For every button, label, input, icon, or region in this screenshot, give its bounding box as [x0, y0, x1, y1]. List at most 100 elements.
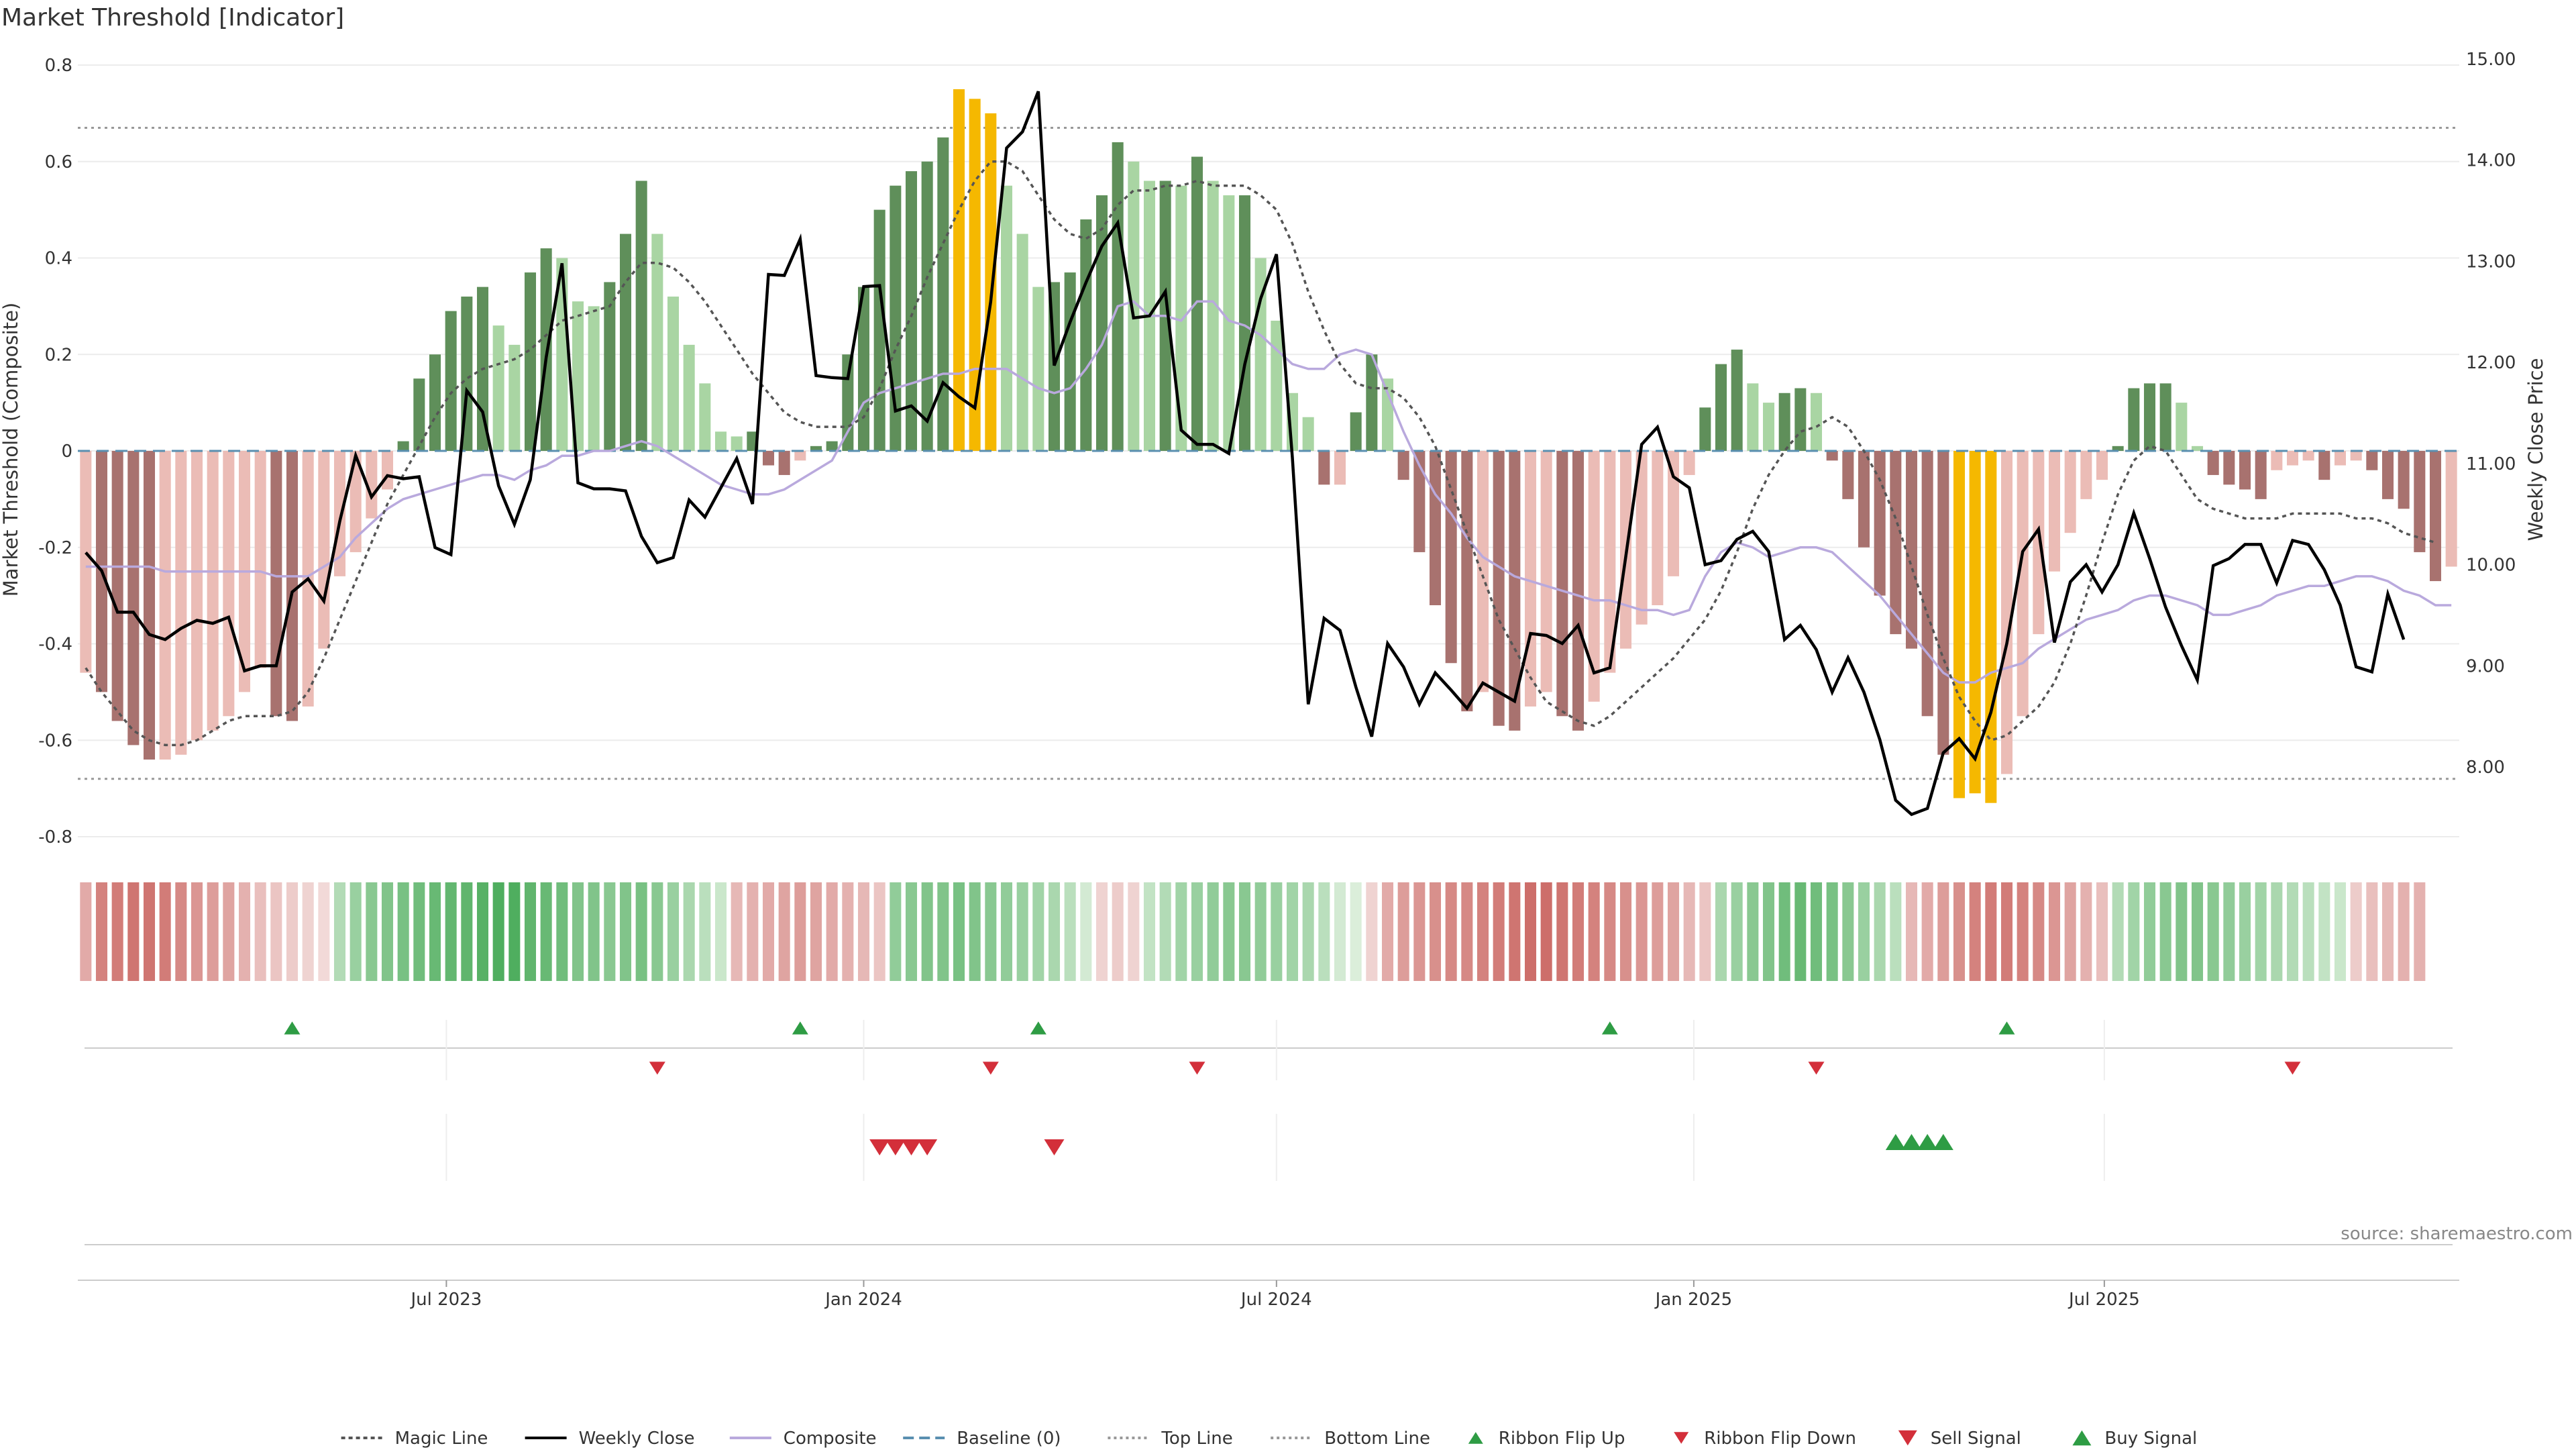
- ribbon-cell: [890, 882, 902, 981]
- legend-label: Buy Signal: [2104, 1429, 2197, 1449]
- ribbon-cell: [1652, 882, 1664, 981]
- ribbon-cell: [159, 882, 171, 981]
- ribbon-cell: [1254, 882, 1267, 981]
- composite-bar: [588, 306, 600, 451]
- ribbon-cell: [2096, 882, 2108, 981]
- ribbon-cell: [2334, 882, 2347, 981]
- composite-bar: [2366, 451, 2378, 470]
- composite-bar: [2191, 446, 2204, 451]
- composite-bar: [2429, 451, 2442, 582]
- y-left-tick-label: 0.4: [45, 249, 72, 269]
- legend-label: Baseline (0): [957, 1429, 1061, 1449]
- composite-bar: [333, 451, 346, 576]
- ribbon-cell: [2064, 882, 2076, 981]
- composite-bar: [143, 451, 156, 760]
- composite-bar: [1762, 403, 1775, 451]
- y-left-tick-label: 0.8: [45, 56, 72, 76]
- composite-bar: [1223, 195, 1235, 451]
- composite-bar: [2080, 451, 2092, 499]
- composite-bar: [2128, 388, 2140, 451]
- ribbon-cell: [747, 882, 759, 981]
- ribbon-cell: [476, 882, 489, 981]
- ribbon-strip: [80, 882, 2426, 981]
- y-right-tick-label: 9.00: [2466, 656, 2505, 676]
- y-right-tick-label: 10.00: [2466, 556, 2516, 576]
- composite-bar: [619, 234, 632, 451]
- composite-bar: [2112, 446, 2124, 451]
- composite-bar: [1493, 451, 1505, 726]
- composite-bar: [366, 451, 378, 519]
- ribbon-cell: [1509, 882, 1521, 981]
- ribbon-cell: [445, 882, 457, 981]
- composite-bar: [445, 311, 457, 451]
- ribbon-cell: [1461, 882, 1473, 981]
- composite-bar: [2033, 451, 2045, 635]
- ribbon-cell: [1604, 882, 1616, 981]
- ribbon-cell: [937, 882, 949, 981]
- composite-bar: [810, 446, 822, 451]
- ribbon-cell: [1540, 882, 1552, 981]
- composite-bar: [1747, 383, 1759, 451]
- legend-label: Bottom Line: [1324, 1429, 1430, 1449]
- composite-bar: [2223, 451, 2235, 485]
- y-left-tick-label: -0.2: [38, 538, 72, 558]
- composite-bar: [762, 451, 775, 466]
- composite-bar: [1302, 417, 1314, 451]
- composite-bar: [937, 137, 949, 451]
- ribbon-cell: [588, 882, 600, 981]
- composite-bar: [1175, 185, 1187, 451]
- ribbon-cell: [207, 882, 219, 981]
- ribbon-cell: [524, 882, 537, 981]
- ribbon-cell: [2112, 882, 2124, 981]
- composite-bar: [714, 431, 727, 451]
- ribbon-cell: [1159, 882, 1171, 981]
- composite-bar: [953, 89, 965, 451]
- ribbon-cell: [2398, 882, 2410, 981]
- ribbon-cell: [826, 882, 838, 981]
- ribbon-cell: [2176, 882, 2188, 981]
- composite-bar: [651, 234, 663, 451]
- composite-bar: [778, 451, 790, 475]
- composite-bar: [80, 451, 92, 673]
- ribbon-cell: [1000, 882, 1013, 981]
- composite-bar: [1826, 451, 1838, 461]
- legend-swatch: [1898, 1430, 1917, 1446]
- ribbon-cell: [2048, 882, 2061, 981]
- ribbon-cell: [1921, 882, 1933, 981]
- composite-bar: [1652, 451, 1664, 605]
- composite-bar: [1572, 451, 1585, 731]
- buy-signal-marker: [1901, 1134, 1922, 1150]
- ribbon-cell: [1334, 882, 1346, 981]
- ribbon-cell: [1318, 882, 1330, 981]
- composite-bar: [1461, 451, 1473, 712]
- ribbon-cell: [508, 882, 521, 981]
- composite-bar: [1016, 234, 1028, 451]
- composite-bar: [2445, 451, 2457, 567]
- composite-bar: [905, 171, 918, 451]
- ribbon-flip-down-marker: [649, 1061, 665, 1075]
- composite-bar: [2398, 451, 2410, 509]
- y-right-tick-label: 11.00: [2466, 454, 2516, 474]
- ribbon-cell: [857, 882, 870, 981]
- composite-bar: [508, 344, 521, 451]
- ribbon-cell: [1366, 882, 1378, 981]
- ribbon-cell: [604, 882, 616, 981]
- ribbon-flip-up-marker: [792, 1021, 808, 1035]
- ribbon-flip-down-marker: [1808, 1061, 1825, 1075]
- ribbon-cell: [1271, 882, 1283, 981]
- legend-label: Ribbon Flip Down: [1704, 1429, 1856, 1449]
- ribbon-cell: [1095, 882, 1108, 981]
- composite-bar: [2048, 451, 2061, 572]
- legend-label: Ribbon Flip Up: [1499, 1429, 1625, 1449]
- sell-signal-marker: [885, 1139, 906, 1155]
- ribbon-cell: [651, 882, 663, 981]
- ribbon-cell: [1238, 882, 1251, 981]
- ribbon-cell: [1699, 882, 1711, 981]
- composite-bar: [1635, 451, 1648, 625]
- magic-line: [85, 160, 2436, 747]
- ribbon-cell: [572, 882, 584, 981]
- ribbon-cell: [1762, 882, 1775, 981]
- composite-bar: [731, 436, 743, 451]
- ribbon-cell: [1032, 882, 1044, 981]
